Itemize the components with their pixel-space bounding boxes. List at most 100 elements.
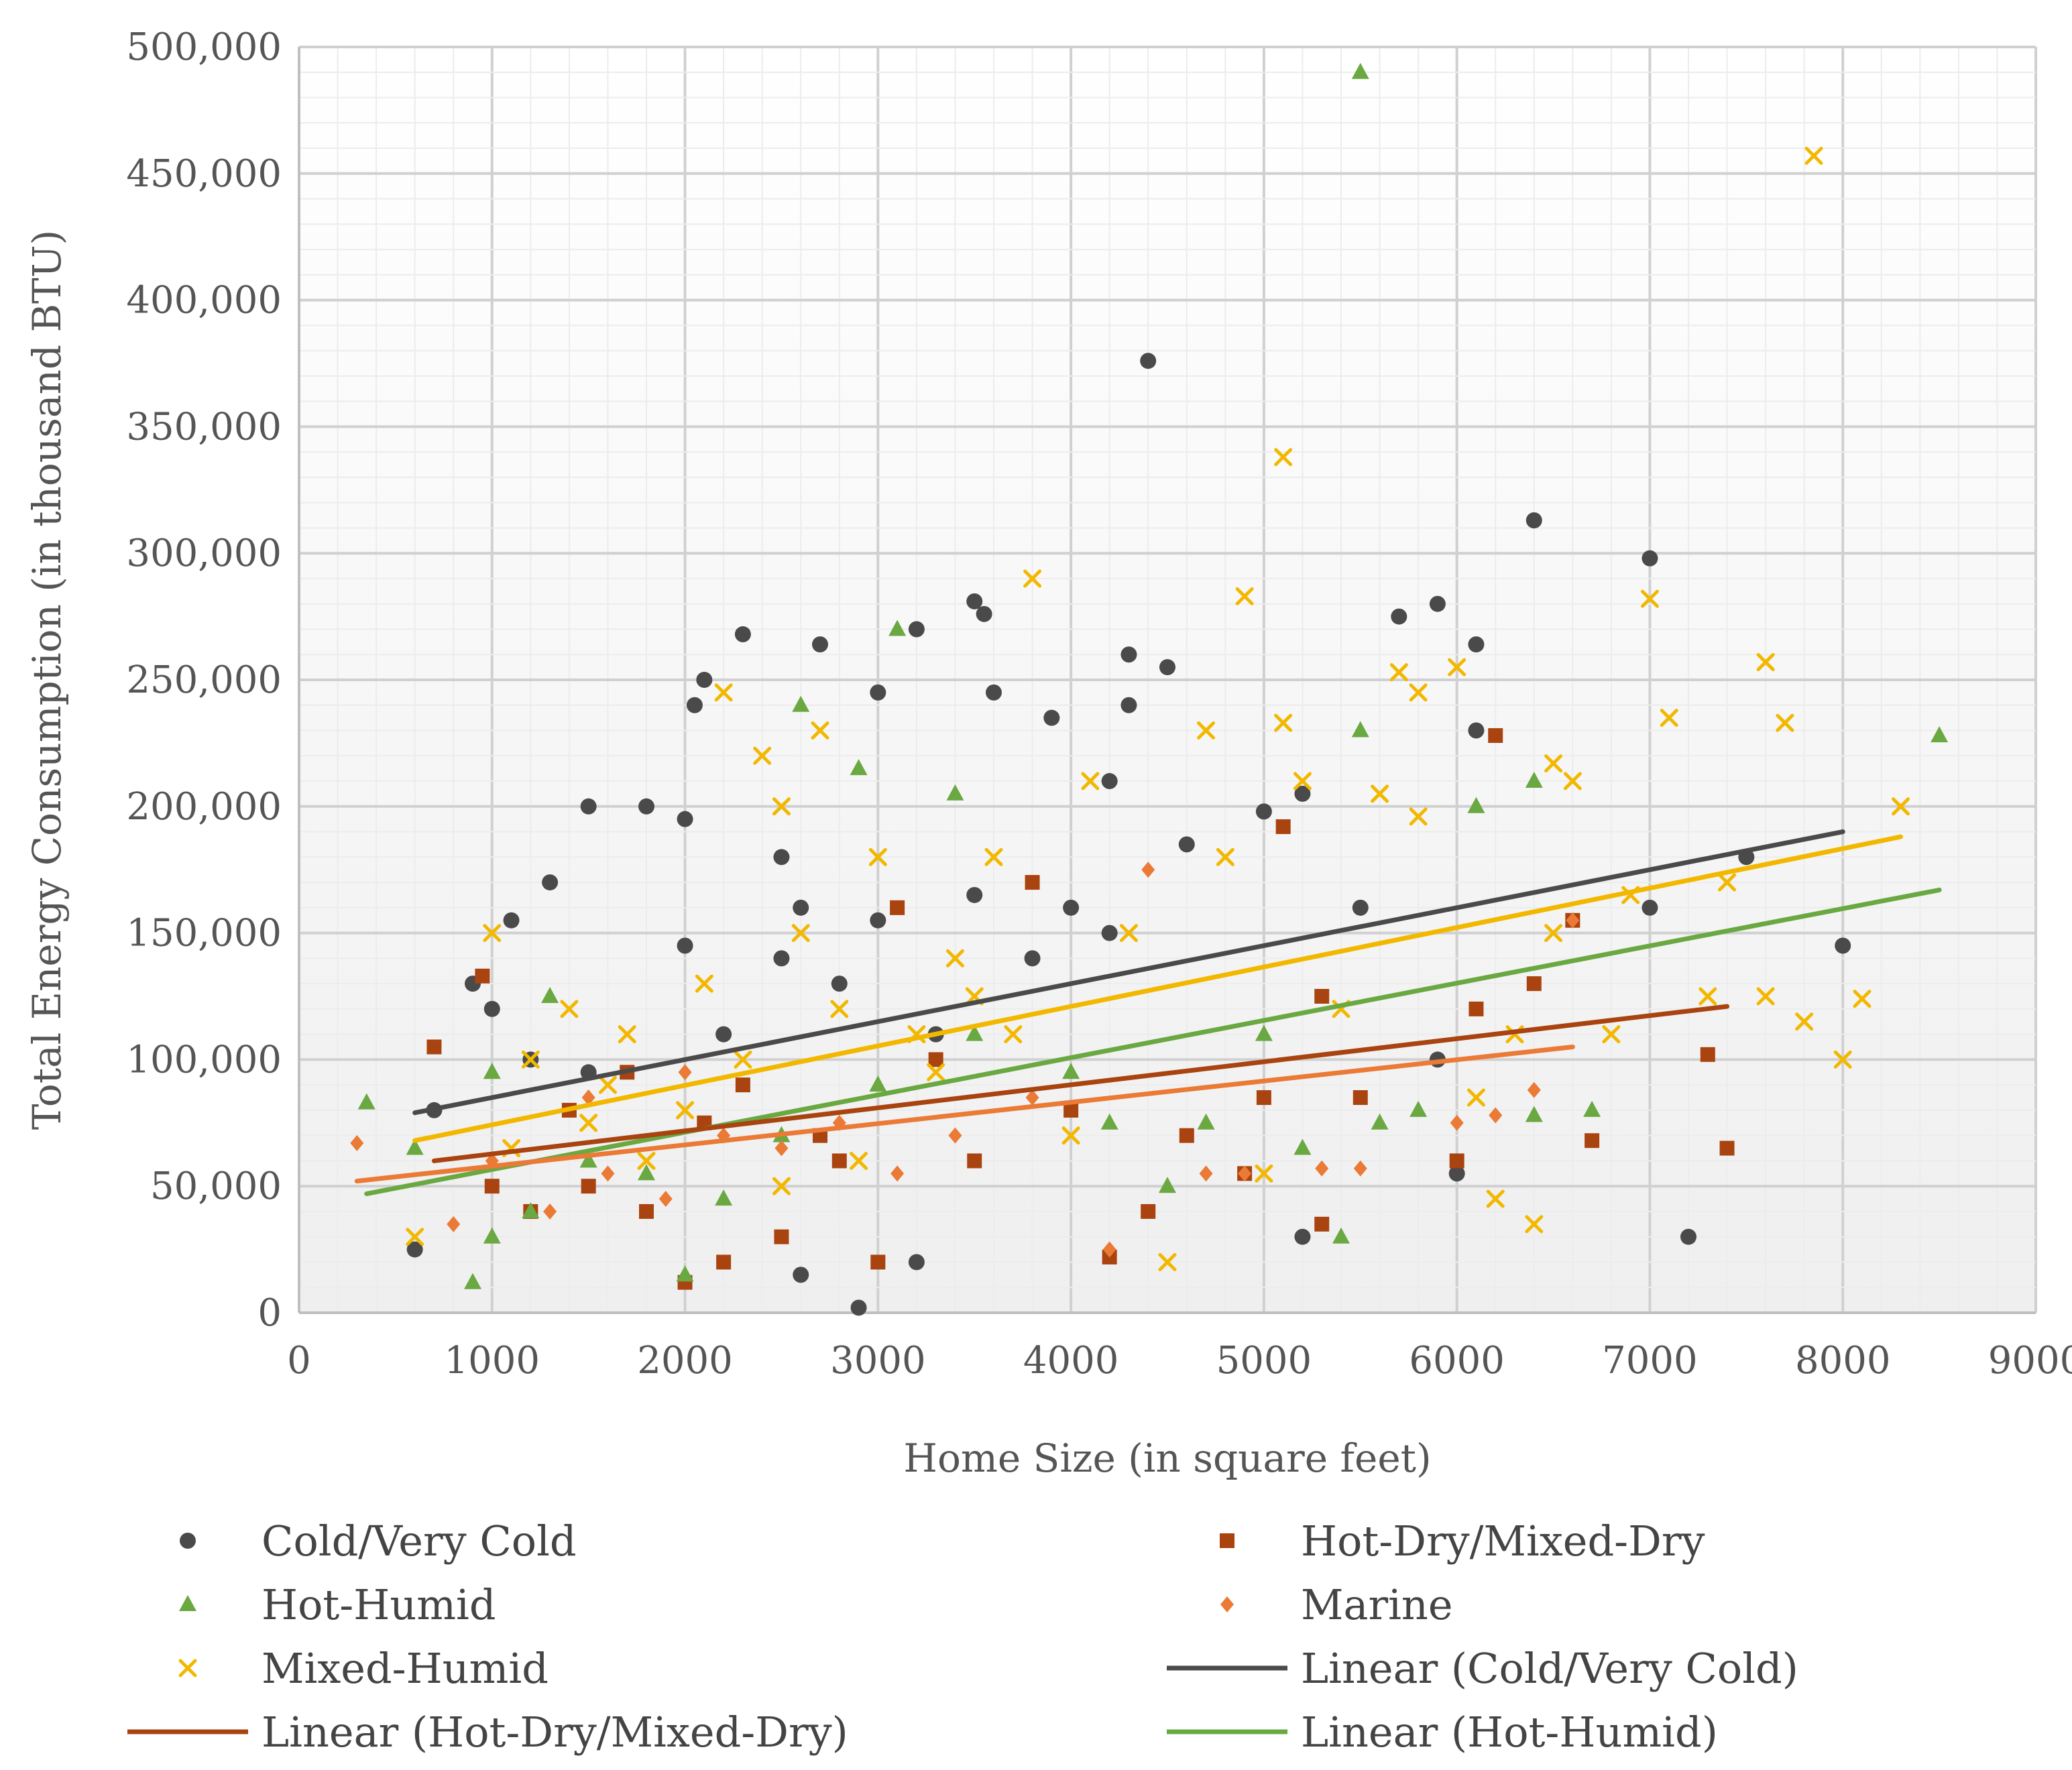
data-point: [1526, 512, 1542, 529]
data-point: [966, 593, 983, 609]
y-tick-label: 350,000: [126, 405, 282, 449]
data-point: [677, 811, 693, 827]
data-point: [1371, 784, 1389, 803]
trendline: [431, 1004, 1730, 1163]
y-tick-label: 0: [257, 1291, 282, 1335]
data-point: [447, 1216, 461, 1232]
data-point: [869, 1075, 887, 1092]
data-point: [1197, 721, 1216, 740]
data-point: [753, 746, 772, 765]
data-point: [735, 1077, 750, 1093]
series-cold-very-cold: [406, 353, 1851, 1316]
data-point: [1391, 608, 1407, 625]
x-tick-label: 0: [287, 1339, 311, 1382]
data-point: [715, 1189, 733, 1206]
legend-item: Linear (Hot-Humid): [1167, 1708, 1718, 1757]
data-point: [1120, 697, 1137, 713]
data-point: [870, 684, 886, 701]
data-point: [1448, 658, 1466, 676]
legend-label: Cold/Very Cold: [262, 1517, 577, 1566]
data-point: [772, 1177, 791, 1195]
data-point: [1853, 990, 1872, 1008]
data-point: [1351, 62, 1369, 79]
data-point: [1660, 709, 1678, 727]
data-point: [1719, 1140, 1735, 1156]
data-point: [543, 1203, 557, 1220]
data-point: [1293, 772, 1312, 790]
data-point: [986, 684, 1002, 701]
data-point: [774, 1229, 789, 1244]
legend-marker-swatch: [178, 1659, 197, 1677]
x-tick-label: 8000: [1795, 1339, 1891, 1382]
x-tick-label: 3000: [830, 1339, 926, 1382]
data-point: [1699, 987, 1717, 1006]
data-point: [716, 1254, 732, 1270]
y-tick-labels: 0 50,000 100,000 150,000 200,000 250,000 300,0…: [126, 25, 282, 1335]
data-point: [1466, 1088, 1485, 1107]
data-point: [1315, 1160, 1329, 1177]
data-point: [984, 847, 1003, 866]
data-point: [1469, 1001, 1484, 1016]
data-point: [357, 1093, 376, 1110]
data-point: [908, 1254, 925, 1271]
data-point: [579, 1114, 598, 1132]
data-point: [406, 1228, 424, 1246]
data-point: [1486, 1189, 1505, 1208]
data-point: [1255, 1024, 1273, 1041]
data-point: [1352, 1090, 1368, 1106]
legend-label: Hot-Dry/Mixed-Dry: [1301, 1517, 1705, 1566]
data-point: [1389, 663, 1408, 682]
data-point: [734, 626, 751, 643]
data-point: [686, 697, 703, 713]
data-point: [658, 1191, 673, 1207]
data-point: [350, 1135, 364, 1152]
data-point: [601, 1165, 615, 1182]
x-tick-label: 5000: [1216, 1339, 1312, 1382]
data-point: [1371, 1113, 1389, 1130]
legend-label: Linear (Hot-Humid): [1301, 1708, 1718, 1757]
data-point: [966, 886, 983, 903]
data-point: [1429, 595, 1446, 612]
legend-item: Linear (Hot-Dry/Mixed-Dry): [127, 1708, 848, 1757]
data-point: [1409, 807, 1428, 826]
data-point: [1525, 772, 1543, 788]
x-axis-title: Home Size (in square feet): [903, 1435, 1431, 1481]
data-point: [1352, 899, 1369, 916]
data-point: [890, 900, 905, 915]
data-point: [522, 1201, 540, 1218]
data-point: [1178, 836, 1195, 853]
x-tick-label: 4000: [1023, 1339, 1119, 1382]
data-point: [638, 1164, 655, 1181]
data-point: [830, 1000, 849, 1018]
data-point: [928, 1052, 943, 1067]
data-point: [1314, 989, 1330, 1004]
data-point: [870, 912, 886, 929]
data-point: [1293, 1138, 1312, 1155]
data-point: [714, 683, 733, 702]
data-point: [715, 1026, 732, 1043]
trendlines: [354, 829, 1942, 1197]
data-point: [1602, 1025, 1621, 1044]
data-point: [1197, 1113, 1215, 1130]
series-mixed-humid: [406, 146, 1910, 1271]
data-point: [406, 1138, 424, 1155]
data-point: [1642, 550, 1658, 567]
data-point: [581, 1179, 596, 1194]
data-point: [1141, 862, 1155, 878]
legend-item: Hot-Dry/Mixed-Dry: [1220, 1517, 1705, 1566]
data-point: [1024, 950, 1041, 967]
data-point: [1256, 1090, 1271, 1106]
data-point: [890, 1165, 905, 1182]
data-point: [1100, 1113, 1118, 1130]
data-point: [868, 847, 887, 866]
data-point: [541, 987, 559, 1003]
data-point: [1449, 1153, 1464, 1169]
legend-label: Linear (Cold/Very Cold): [1301, 1644, 1798, 1693]
x-tick-label: 7000: [1602, 1339, 1698, 1382]
data-point: [1931, 726, 1949, 743]
data-point: [521, 1050, 540, 1069]
data-point: [1179, 1128, 1194, 1143]
data-point: [1409, 1100, 1428, 1117]
legend: Cold/Very Cold Hot-Dry/Mixed-Dry Hot-Humid…: [127, 1517, 1798, 1757]
legend-item: Cold/Very Cold: [180, 1517, 577, 1566]
